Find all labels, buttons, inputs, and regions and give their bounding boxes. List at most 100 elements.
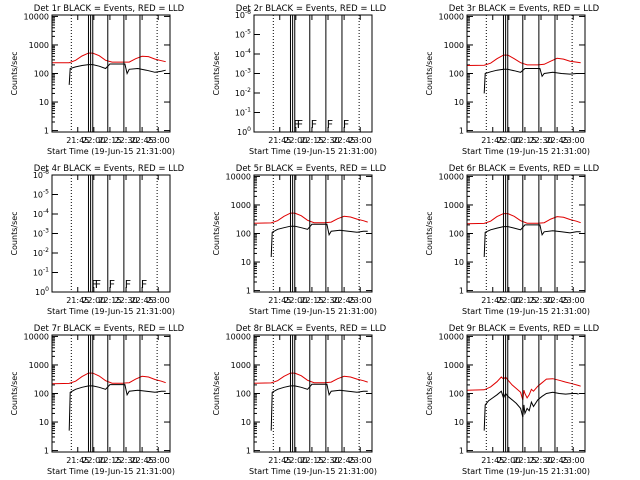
x-tick-label: 22:30 — [114, 136, 137, 145]
y-tick-label: 10-3 — [33, 228, 49, 239]
y-axis-label: Counts/sec — [425, 51, 434, 95]
x-tick-label: 22:15 — [98, 296, 121, 305]
x-axis-label: Start Time (19-Jun-15 21:31:00) — [47, 307, 175, 316]
panel-title: Det 7r BLACK = Events, RED = LLD — [34, 324, 185, 334]
y-axis-label: Counts/sec — [212, 211, 221, 255]
flag-letter: F — [294, 118, 300, 131]
panel-title: Det 3r BLACK = Events, RED = LLD — [449, 4, 600, 14]
y-tick-label: 1000 — [231, 201, 251, 210]
x-tick-label: 22:15 — [98, 456, 121, 465]
flag-letter: F — [109, 278, 115, 291]
panel-det-2r: Det 2r BLACK = Events, RED = LLD Counts/s… — [212, 4, 387, 156]
y-tick-label: 1 — [246, 447, 251, 456]
x-tick-label: 22:15 — [513, 296, 536, 305]
lld-series-line — [466, 376, 581, 400]
events-series-line — [68, 63, 166, 85]
x-tick-label: 22:30 — [316, 136, 339, 145]
x-tick-label: 22:15 — [300, 136, 323, 145]
flag-letter: F — [311, 118, 317, 131]
x-axis-label: Start Time (19-Jun-15 21:31:00) — [462, 307, 590, 316]
y-axis-label: Counts/sec — [425, 371, 434, 415]
plot-frame — [51, 334, 171, 453]
events-series-line — [483, 224, 581, 258]
x-tick-label: 22:45 — [333, 296, 356, 305]
x-axis-label: Start Time (19-Jun-15 21:31:00) — [47, 147, 175, 156]
y-tick-label: 1000 — [444, 361, 464, 370]
x-tick-label: 23:00 — [562, 136, 585, 145]
y-tick-label: 1 — [459, 127, 464, 136]
x-tick-label: 22:45 — [546, 136, 569, 145]
x-tick-label: 22:00 — [82, 136, 105, 145]
y-tick-label: 100 — [237, 126, 251, 137]
panel-det-7r: Det 7r BLACK = Events, RED = LLD Counts/s… — [10, 324, 185, 476]
x-tick-label: 21:45 — [268, 296, 291, 305]
panel-det-1r: Det 1r BLACK = Events, RED = LLD Counts/s… — [10, 4, 185, 156]
panel-title: Det 5r BLACK = Events, RED = LLD — [236, 164, 387, 174]
x-tick-label: 21:45 — [481, 136, 504, 145]
x-tick-label: 22:30 — [529, 296, 552, 305]
x-axis-label: Start Time (19-Jun-15 21:31:00) — [249, 307, 377, 316]
flag-letter: F — [92, 278, 98, 291]
panel-title: Det 6r BLACK = Events, RED = LLD — [449, 164, 600, 174]
plot-frame — [253, 334, 373, 453]
y-tick-label: 10-5 — [235, 29, 251, 40]
x-tick-label: 23:00 — [562, 456, 585, 465]
plot-frame — [253, 174, 373, 293]
y-tick-label: 10000 — [24, 12, 49, 21]
flag-letter: F — [95, 278, 101, 291]
plot-frame — [51, 14, 171, 133]
x-tick-label: 21:45 — [66, 136, 89, 145]
x-tick-label: 22:30 — [529, 136, 552, 145]
y-tick-label: 10 — [454, 418, 464, 427]
flag-letter: F — [141, 278, 147, 291]
y-tick-label: 10 — [454, 98, 464, 107]
y-tick-label: 100 — [34, 70, 49, 79]
y-tick-label: 10 — [241, 258, 251, 267]
plot-frame — [466, 14, 586, 133]
y-tick-label: 10-3 — [235, 68, 251, 79]
y-tick-label: 10-4 — [235, 48, 251, 59]
panel-title: Det 1r BLACK = Events, RED = LLD — [34, 4, 185, 14]
panel-det-5r: Det 5r BLACK = Events, RED = LLD Counts/s… — [212, 164, 387, 316]
y-tick-label: 10-6 — [235, 9, 251, 20]
x-tick-label: 22:00 — [497, 296, 520, 305]
plot-frame — [466, 334, 586, 453]
x-tick-label: 23:00 — [349, 136, 372, 145]
panel-title: Det 4r BLACK = Events, RED = LLD — [34, 164, 185, 174]
x-axis-label: Start Time (19-Jun-15 21:31:00) — [249, 467, 377, 476]
y-tick-label: 10000 — [24, 332, 49, 341]
x-axis-label: Start Time (19-Jun-15 21:31:00) — [462, 147, 590, 156]
panel-det-3r: Det 3r BLACK = Events, RED = LLD Counts/s… — [425, 4, 600, 156]
panel-det-8r: Det 8r BLACK = Events, RED = LLD Counts/s… — [212, 324, 387, 476]
panel-title: Det 2r BLACK = Events, RED = LLD — [236, 4, 387, 14]
y-tick-label: 1000 — [29, 41, 49, 50]
x-axis-label: Start Time (19-Jun-15 21:31:00) — [462, 467, 590, 476]
x-tick-label: 22:45 — [546, 456, 569, 465]
y-tick-label: 1 — [44, 447, 49, 456]
panel-det-4r: Det 4r BLACK = Events, RED = LLD Counts/s… — [10, 164, 185, 316]
y-axis-label: Counts/sec — [425, 211, 434, 255]
x-tick-label: 22:30 — [316, 296, 339, 305]
y-tick-label: 10-5 — [33, 189, 49, 200]
panel-title: Det 9r BLACK = Events, RED = LLD — [449, 324, 600, 334]
y-tick-label: 10-4 — [33, 208, 49, 219]
x-tick-label: 21:45 — [268, 136, 291, 145]
y-axis-label: Counts/sec — [10, 371, 19, 415]
x-tick-label: 22:00 — [82, 456, 105, 465]
x-tick-label: 22:45 — [333, 136, 356, 145]
events-series-line — [483, 390, 579, 431]
y-tick-label: 1000 — [231, 361, 251, 370]
y-tick-label: 1 — [44, 127, 49, 136]
y-tick-label: 10-1 — [33, 267, 49, 278]
events-series-line — [483, 68, 581, 94]
y-tick-label: 10000 — [439, 12, 464, 21]
flag-letter: F — [297, 118, 303, 131]
panel-det-6r: Det 6r BLACK = Events, RED = LLD Counts/s… — [425, 164, 600, 316]
x-axis-label: Start Time (19-Jun-15 21:31:00) — [249, 147, 377, 156]
panel-title: Det 8r BLACK = Events, RED = LLD — [236, 324, 387, 334]
y-tick-label: 100 — [35, 286, 49, 297]
y-axis-label: Counts/sec — [212, 51, 221, 95]
y-tick-label: 100 — [449, 70, 464, 79]
